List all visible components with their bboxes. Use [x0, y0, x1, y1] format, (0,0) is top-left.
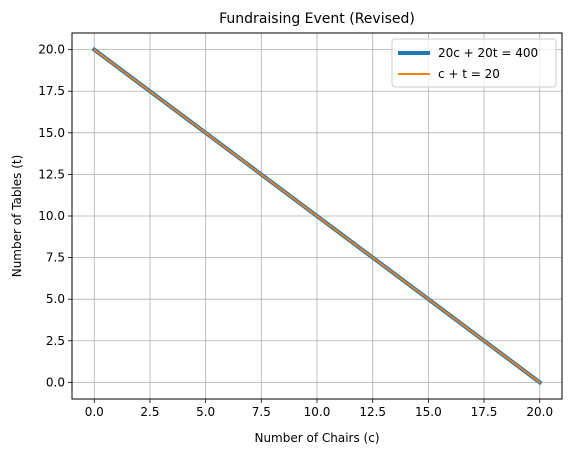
y-tick-label: 15.0: [38, 126, 65, 140]
x-tick-label: 10.0: [304, 405, 331, 419]
y-tick-label: 5.0: [46, 292, 65, 306]
legend: 20c + 20t = 400 c + t = 20: [391, 38, 557, 88]
y-tick-label: 0.0: [46, 375, 65, 389]
legend-label-20c-20t: 20c + 20t = 400: [438, 46, 538, 60]
series-line-1: [93, 48, 541, 384]
chart-title: Fundraising Event (Revised): [219, 11, 415, 27]
y-tick-label: 17.5: [38, 84, 65, 98]
y-axis-ticks: 0.0 2.5 5.0 7.5 10.0 12.5 15.0 17.5 20.0: [38, 43, 72, 389]
x-axis-ticks: 0.0 2.5 5.0 7.5 10.0 12.5 15.0 17.5 20.0: [85, 399, 553, 419]
x-tick-label: 15.0: [415, 405, 442, 419]
x-tick-label: 7.5: [252, 405, 271, 419]
x-tick-label: 20.0: [526, 405, 553, 419]
x-tick-label: 5.0: [196, 405, 215, 419]
plot-lines: [91, 46, 543, 386]
x-tick-label: 17.5: [471, 405, 498, 419]
x-tick-label: 2.5: [140, 405, 159, 419]
legend-box: [391, 38, 557, 88]
x-tick-label: 0.0: [85, 405, 104, 419]
y-tick-label: 10.0: [38, 209, 65, 223]
y-tick-label: 2.5: [46, 334, 65, 348]
x-axis-label: Number of Chairs (c): [254, 431, 379, 445]
x-tick-label: 12.5: [359, 405, 386, 419]
y-tick-label: 7.5: [46, 251, 65, 265]
y-axis-label: Number of Tables (t): [10, 155, 24, 278]
y-tick-label: 20.0: [38, 43, 65, 57]
legend-label-c-t: c + t = 20: [438, 67, 500, 81]
y-tick-label: 12.5: [38, 167, 65, 181]
